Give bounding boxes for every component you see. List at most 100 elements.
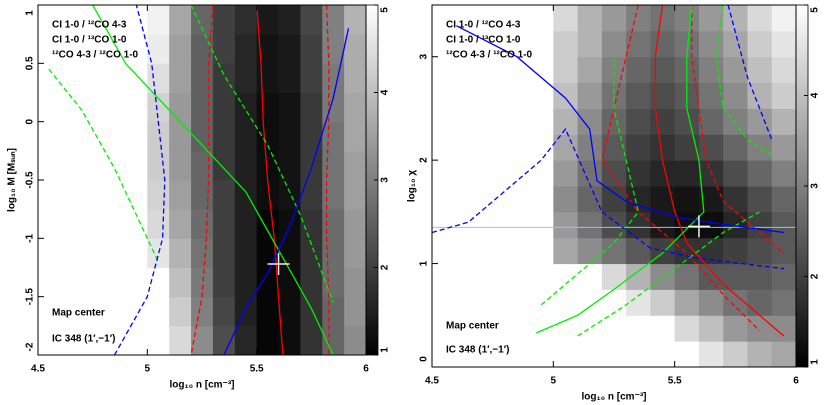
heat-cell [212,238,236,268]
heat-cell [601,5,627,32]
heat-cell [747,134,773,161]
y-tick-label: 0.5 [25,56,36,70]
y-axis-label: log₁₀ M [Mₛᵤₙ] [7,148,18,212]
heat-cell [601,263,627,290]
heat-cell [169,180,192,210]
x-tick-label: 5.5 [668,376,682,387]
heat-cell [674,211,700,239]
annotation: IC 348 (1′,−1′) [446,345,509,356]
heat-cell [553,211,579,239]
heat-cell [344,209,366,239]
heat-cell [300,267,323,298]
heat-cell [234,63,258,93]
heat-cell [234,296,258,327]
curve [727,5,773,140]
heat-cell [169,209,192,239]
heat-cell [747,211,773,239]
heat-cell [674,5,700,32]
colorbar-label: 1 [810,359,821,365]
heat-cell [650,82,676,109]
heat-cell [771,289,796,316]
heat-cell [747,186,773,213]
y-tick-label: 0 [419,356,430,362]
heat-cell [553,56,579,84]
colorbar-label: 3 [810,183,821,189]
heat-cell [771,186,796,213]
heat-cell [234,209,258,239]
heat-cell [300,296,323,327]
heat-cell [771,211,796,239]
heat-cell [278,150,301,181]
heat-cell [191,121,214,152]
heat-cell [234,92,258,123]
y-tick-label: -0.5 [25,171,36,189]
heat-cell [300,5,323,35]
heat-cell [212,209,236,239]
heat-cell [626,237,651,265]
heat-cell [191,150,214,181]
heat-cell [723,82,748,109]
heat-cell [723,315,748,342]
colorbar-label: 2 [810,273,821,279]
heat-cell [626,56,651,84]
heat-cell [553,160,579,187]
heat-cell [169,121,192,152]
heat-cell [650,30,676,58]
heat-cell [191,325,214,355]
heat-cell [256,180,280,210]
heat-cell [674,237,700,265]
x-tick-label: 4.5 [425,376,439,387]
curve [92,5,334,355]
heat-cell [169,5,192,35]
heat-cell [191,209,214,239]
heat-cell [212,296,236,327]
heat-cell [698,5,724,32]
heat-cell [191,92,214,123]
heat-cell [674,108,700,135]
heat-cell [650,5,676,32]
heat-cell [147,92,170,123]
x-axis-label: log₁₀ n [cm⁻³] [581,392,646,403]
x-tick-label: 4.5 [31,364,45,375]
heat-cell [147,63,170,93]
heat-cell [650,160,676,187]
heat-cell [322,209,345,239]
legend-entry: CI 1-0 / ¹²CO 4-3 [52,20,127,31]
x-tick-label: 5 [145,364,151,375]
y-tick-label: 1 [25,10,36,16]
heat-cell [256,92,280,123]
heat-cell [300,209,323,239]
heat-cell [344,180,366,210]
heat-cell [626,289,651,316]
curve [691,5,785,254]
heat-cell [698,211,724,239]
heat-cell [698,56,724,84]
heat-cell [747,5,773,32]
heat-cell [256,296,280,327]
heat-cell [723,108,748,135]
heat-cell [553,186,579,213]
heat-cell [212,63,236,93]
plot-area [432,5,796,367]
heat-cell [256,150,280,181]
heat-cell [147,238,170,268]
heat-cell [344,150,366,181]
heat-cell [256,267,280,298]
curve [601,5,761,332]
heat-cell [771,56,796,84]
heat-cell [322,296,345,327]
heat-cell [169,63,192,93]
heat-cell [723,134,748,161]
heat-cell [723,160,748,187]
heat-cell [256,63,280,93]
heat-cell [234,325,258,355]
legend-entry: ¹²CO 4-3 / ¹²CO 1-0 [52,50,139,61]
heat-cell [577,186,603,213]
heat-cell [626,108,651,135]
heat-cell [278,34,301,64]
heat-cell [344,121,366,152]
heat-cell [278,325,301,355]
heat-cell [747,237,773,265]
curve [190,5,334,303]
heat-cell [256,209,280,239]
